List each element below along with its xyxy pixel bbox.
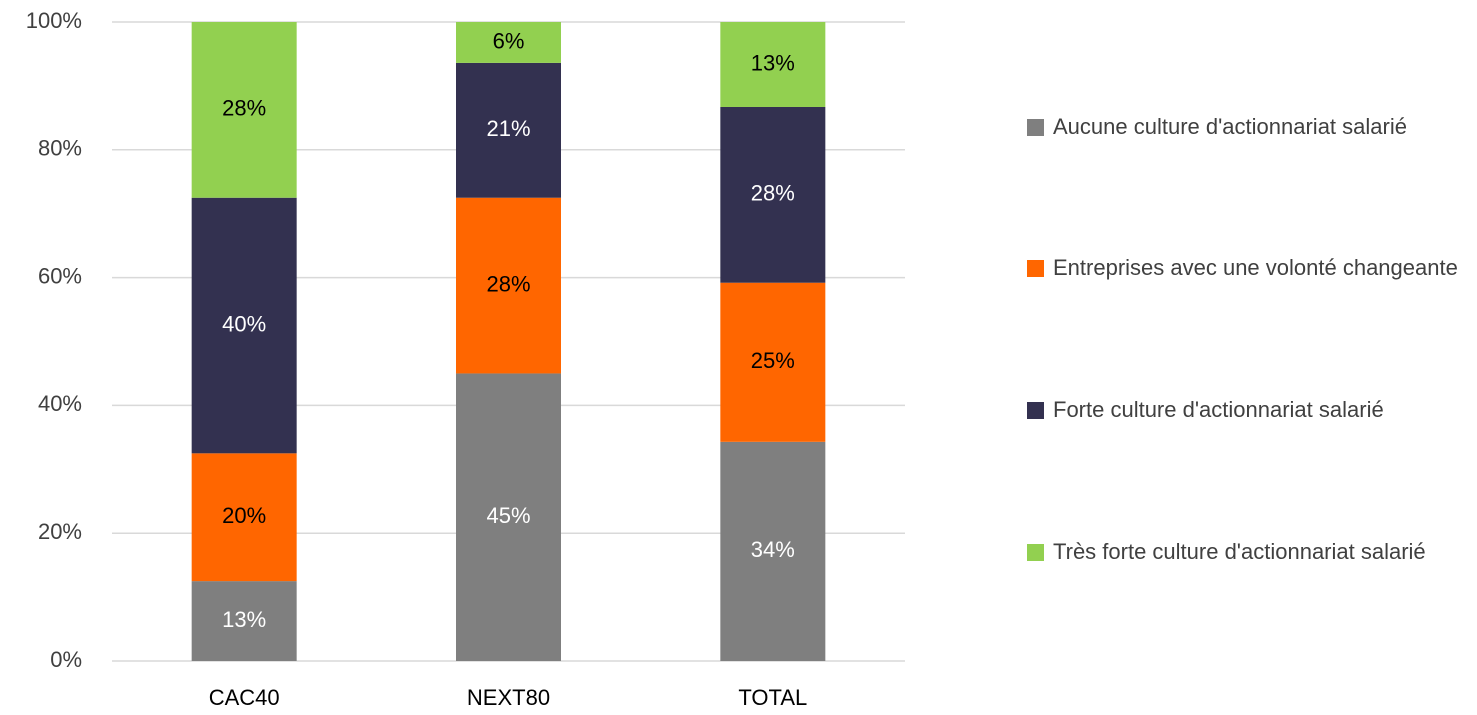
bar-segment <box>456 197 561 374</box>
y-tick-label: 0% <box>50 647 82 672</box>
bar-segment <box>191 453 297 582</box>
y-tick-label: 40% <box>38 391 82 416</box>
bar-segment <box>720 282 826 442</box>
y-tick-label: 60% <box>38 263 82 288</box>
y-tick-label: 100% <box>26 8 82 33</box>
data-label: 40% <box>222 311 266 336</box>
legend-label: Très forte culture d'actionnariat salari… <box>1053 539 1426 564</box>
legend-label: Entreprises avec une volonté changeante <box>1053 255 1458 280</box>
data-label: 34% <box>751 537 795 562</box>
legend-swatch <box>1027 544 1044 561</box>
bar-segment <box>191 581 297 661</box>
bar-segment <box>720 441 826 661</box>
data-label: 28% <box>222 96 266 121</box>
bar-segment <box>456 62 561 198</box>
bar-segment <box>191 22 297 198</box>
legend-swatch <box>1027 119 1044 136</box>
x-tick-label: NEXT80 <box>467 685 550 710</box>
x-tick-label: TOTAL <box>738 685 807 710</box>
y-tick-label: 20% <box>38 519 82 544</box>
data-label: 25% <box>751 348 795 373</box>
data-label: 28% <box>751 181 795 206</box>
data-label: 21% <box>486 116 530 141</box>
data-label: 13% <box>751 50 795 75</box>
legend-swatch <box>1027 402 1044 419</box>
data-label: 20% <box>222 503 266 528</box>
bar-segment <box>191 197 297 454</box>
legend-label: Forte culture d'actionnariat salarié <box>1053 397 1384 422</box>
bar-segment <box>720 22 826 107</box>
bar-segment <box>456 373 561 661</box>
legend-swatch <box>1027 260 1044 277</box>
data-label: 45% <box>486 503 530 528</box>
legend-label: Aucune culture d'actionnariat salarié <box>1053 114 1407 139</box>
data-label: 13% <box>222 607 266 632</box>
y-tick-label: 80% <box>38 136 82 161</box>
bar-segment <box>456 22 561 63</box>
x-tick-label: CAC40 <box>209 685 280 710</box>
data-label: 6% <box>493 28 525 53</box>
data-label: 28% <box>486 271 530 296</box>
bar-segment <box>720 106 826 283</box>
